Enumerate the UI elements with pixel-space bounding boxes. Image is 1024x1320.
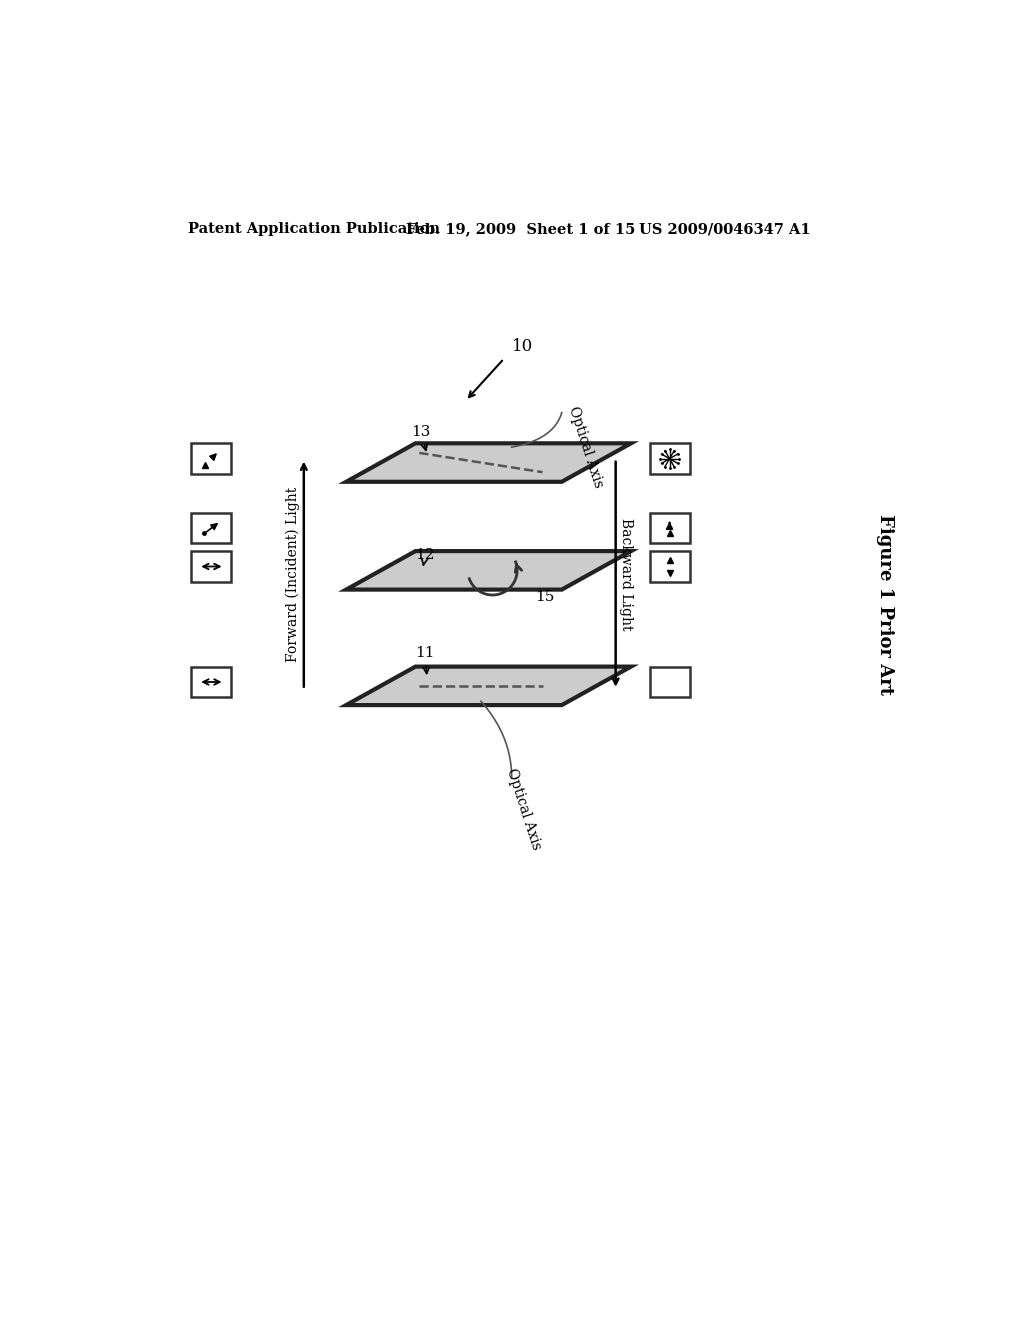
- Text: Optical Axis: Optical Axis: [565, 405, 605, 490]
- Bar: [191, 667, 231, 697]
- Text: Forward (Incident) Light: Forward (Incident) Light: [286, 487, 300, 661]
- Bar: [191, 512, 231, 544]
- Bar: [649, 667, 689, 697]
- Text: Backward Light: Backward Light: [620, 517, 634, 631]
- Polygon shape: [346, 552, 631, 590]
- Bar: [649, 444, 689, 474]
- Bar: [649, 552, 689, 582]
- Text: 15: 15: [535, 590, 554, 605]
- Text: US 2009/0046347 A1: US 2009/0046347 A1: [639, 222, 810, 236]
- Bar: [191, 552, 231, 582]
- Text: 12: 12: [416, 548, 435, 565]
- Polygon shape: [346, 444, 631, 482]
- Text: 10: 10: [512, 338, 532, 355]
- Text: Patent Application Publication: Patent Application Publication: [188, 222, 440, 236]
- Text: Optical Axis: Optical Axis: [504, 767, 544, 851]
- Text: Figure 1 Prior Art: Figure 1 Prior Art: [877, 515, 894, 696]
- Text: 11: 11: [416, 647, 435, 673]
- Text: 13: 13: [412, 425, 431, 450]
- Polygon shape: [346, 667, 631, 705]
- Bar: [191, 444, 231, 474]
- Text: Feb. 19, 2009  Sheet 1 of 15: Feb. 19, 2009 Sheet 1 of 15: [407, 222, 636, 236]
- Bar: [649, 512, 689, 544]
